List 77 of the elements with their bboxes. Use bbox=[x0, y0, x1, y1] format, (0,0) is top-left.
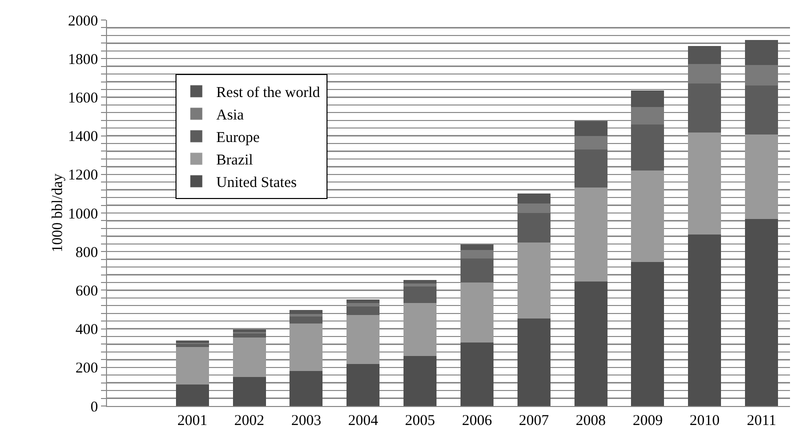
bar bbox=[517, 318, 550, 406]
bar bbox=[745, 86, 778, 134]
x-tick-label: 2005 bbox=[405, 413, 436, 429]
y-tick-label: 1200 bbox=[68, 168, 98, 184]
bar bbox=[745, 218, 778, 406]
bar bbox=[404, 302, 437, 356]
bar bbox=[232, 377, 266, 406]
bar bbox=[460, 250, 494, 258]
bar bbox=[517, 213, 550, 242]
bar bbox=[631, 90, 664, 108]
x-tick-label: 2010 bbox=[690, 413, 720, 429]
bar bbox=[176, 344, 209, 347]
bar bbox=[346, 306, 380, 316]
bar bbox=[517, 242, 550, 318]
x-tick-label: 2009 bbox=[632, 413, 663, 429]
bar bbox=[517, 204, 550, 213]
bar bbox=[290, 371, 323, 406]
y-tick-label: 200 bbox=[76, 360, 98, 377]
x-tick-label: 2003 bbox=[291, 413, 322, 429]
x-tick-label: 2002 bbox=[234, 413, 264, 429]
y-tick-label: 1400 bbox=[68, 129, 98, 146]
x-tick-label: 2011 bbox=[746, 413, 776, 429]
bar bbox=[688, 64, 722, 84]
bar bbox=[745, 134, 778, 219]
bar bbox=[574, 282, 608, 406]
bar bbox=[176, 384, 209, 406]
bar bbox=[631, 170, 664, 262]
bar bbox=[232, 337, 266, 378]
bar bbox=[346, 315, 380, 364]
y-tick-label: 1800 bbox=[68, 52, 98, 68]
bar bbox=[745, 40, 778, 65]
bar bbox=[460, 282, 494, 342]
bar bbox=[631, 124, 664, 170]
x-tick-label: 2004 bbox=[348, 413, 379, 429]
bar bbox=[232, 333, 266, 338]
bar bbox=[574, 187, 608, 282]
bar bbox=[290, 316, 323, 324]
bar bbox=[346, 299, 380, 304]
bar bbox=[404, 356, 437, 406]
legend-label: Brazil bbox=[216, 152, 253, 169]
bar bbox=[574, 150, 608, 188]
bar bbox=[745, 64, 778, 86]
bar bbox=[404, 286, 437, 303]
bar bbox=[574, 136, 608, 150]
x-tick-label: 2001 bbox=[177, 413, 208, 429]
x-tick-label: 2006 bbox=[462, 413, 492, 429]
y-axis-title: 1000 bbl/day bbox=[50, 173, 66, 252]
bar bbox=[290, 323, 323, 372]
bar bbox=[176, 340, 209, 343]
legend-label: Asia bbox=[216, 108, 244, 124]
bar bbox=[688, 83, 722, 133]
y-tick-label: 400 bbox=[76, 322, 98, 338]
bar bbox=[688, 46, 722, 64]
legend-label: United States bbox=[216, 175, 297, 192]
y-tick-label: 600 bbox=[76, 283, 98, 300]
bar bbox=[290, 310, 323, 314]
bar bbox=[574, 120, 608, 136]
bar bbox=[460, 342, 494, 406]
y-tick-label: 1600 bbox=[68, 90, 98, 106]
bar bbox=[176, 346, 209, 384]
x-tick-label: 2007 bbox=[518, 413, 550, 429]
y-tick-label: 2000 bbox=[68, 13, 98, 30]
bar bbox=[346, 364, 380, 406]
x-tick-label: 2008 bbox=[576, 413, 606, 429]
bar bbox=[460, 244, 494, 250]
y-tick-label: 0 bbox=[90, 399, 98, 416]
bar bbox=[404, 280, 437, 284]
bar bbox=[517, 193, 550, 204]
bar bbox=[460, 258, 494, 282]
legend-label: Rest of the world bbox=[216, 85, 321, 102]
legend-label: Europe bbox=[216, 130, 260, 146]
bar bbox=[688, 234, 722, 406]
bar bbox=[688, 132, 722, 235]
y-tick-label: 1000 bbox=[68, 206, 98, 222]
y-tick-label: 800 bbox=[76, 244, 98, 261]
bar bbox=[631, 262, 664, 406]
bar bbox=[631, 107, 664, 124]
